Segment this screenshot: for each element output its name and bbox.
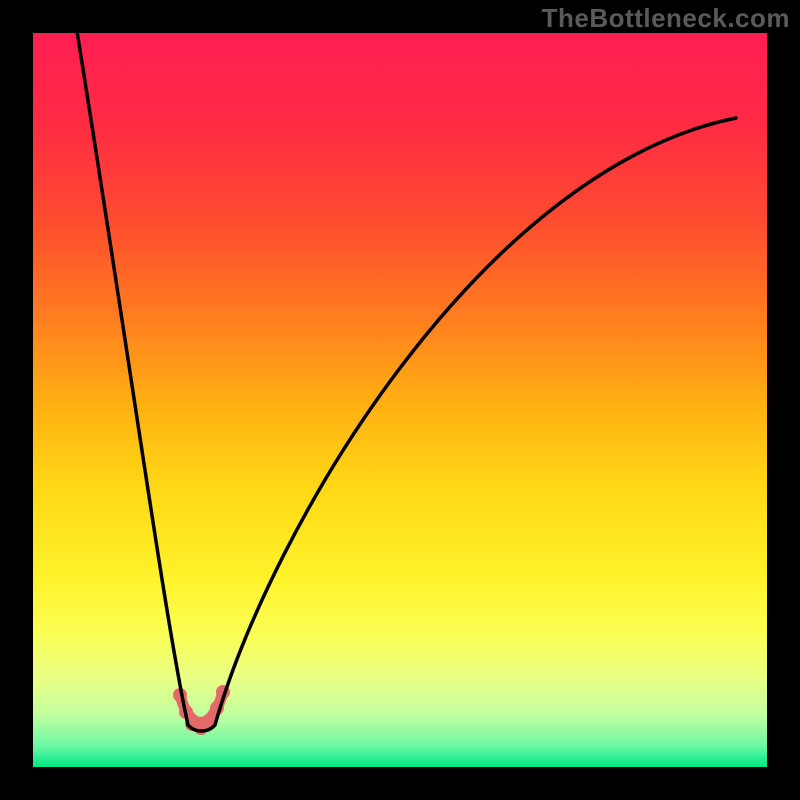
plot-area [33,33,767,767]
chart-frame: TheBottleneck.com [0,0,800,800]
bottleneck-curve [72,33,736,731]
watermark-text: TheBottleneck.com [542,3,790,34]
curve-layer [33,33,767,767]
